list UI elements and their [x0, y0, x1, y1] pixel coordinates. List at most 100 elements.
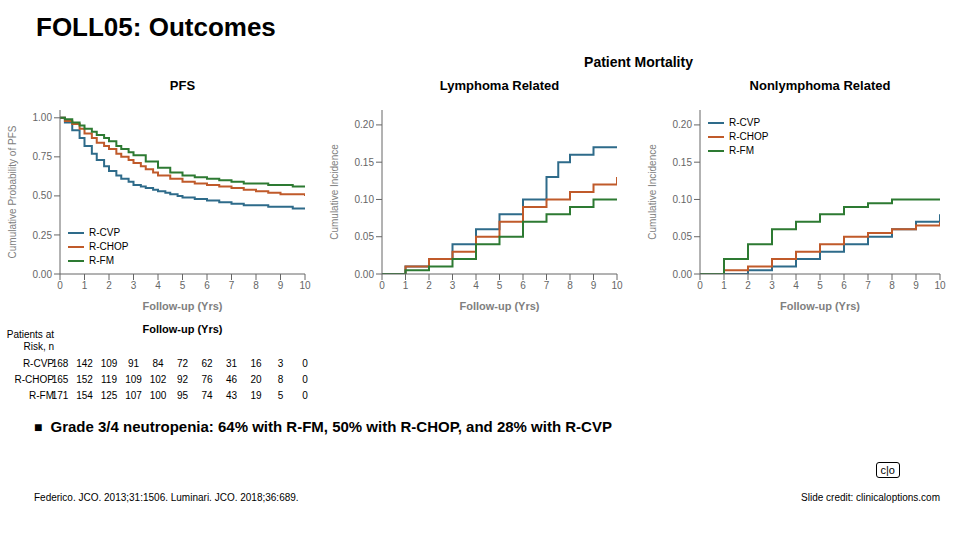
- svg-text:0.05: 0.05: [673, 231, 693, 242]
- svg-text:0: 0: [57, 280, 63, 291]
- svg-text:0.10: 0.10: [355, 194, 375, 205]
- html-text:95: 95: [176, 390, 189, 401]
- html-text:R-CHOP: R-CHOP: [14, 374, 54, 385]
- html-text:R-CVP: R-CVP: [22, 358, 54, 369]
- svg-text:4: 4: [155, 280, 161, 291]
- html-text:119: 119: [101, 374, 117, 385]
- html-text:Patients at: Patients at: [6, 329, 54, 340]
- svg-text:0.10: 0.10: [673, 194, 693, 205]
- svg-text:10: 10: [934, 280, 946, 291]
- svg-text:Cumulative Incidence: Cumulative Incidence: [647, 144, 658, 240]
- svg-text:10: 10: [299, 280, 311, 291]
- svg-text:9: 9: [278, 280, 284, 291]
- html-text:R-CHOP: R-CHOP: [89, 241, 129, 252]
- svg-text:8: 8: [253, 280, 259, 291]
- svg-text:8: 8: [567, 280, 573, 291]
- html-text:102: 102: [149, 374, 167, 385]
- html-text:84: 84: [152, 358, 164, 369]
- html-text:154: 154: [76, 390, 93, 401]
- html-text:43: 43: [225, 390, 238, 401]
- svg-text:0.75: 0.75: [33, 151, 53, 162]
- svg-text:Cumulative Incidence: Cumulative Incidence: [329, 144, 340, 240]
- html-text:91: 91: [127, 358, 140, 369]
- svg-text:6: 6: [204, 280, 210, 291]
- svg-text:1: 1: [82, 280, 88, 291]
- html-text:109: 109: [100, 358, 118, 369]
- html-text:62: 62: [201, 358, 213, 369]
- html-text:20: 20: [250, 374, 262, 385]
- html-text:R-CHOP: R-CHOP: [729, 131, 769, 142]
- svg-text:Follow-up (Yrs): Follow-up (Yrs): [459, 300, 539, 312]
- html-text:171: 171: [51, 390, 69, 401]
- html-text:100: 100: [149, 390, 167, 401]
- html-text:107: 107: [125, 390, 142, 401]
- svg-text:0.20: 0.20: [673, 119, 693, 130]
- svg-text:0.50: 0.50: [33, 190, 53, 201]
- html-text:31: 31: [225, 358, 238, 369]
- svg-text:1.00: 1.00: [33, 112, 53, 123]
- svg-text:0.15: 0.15: [355, 157, 375, 168]
- svg-text:5: 5: [180, 280, 186, 291]
- html-text:FOLL05: Outcomes: FOLL05: Outcomes: [36, 12, 276, 42]
- html-text:168: 168: [51, 358, 69, 369]
- svg-text:2: 2: [745, 280, 751, 291]
- html-text:R-CVP: R-CVP: [729, 117, 761, 128]
- svg-text:0.25: 0.25: [33, 230, 53, 241]
- svg-text:5: 5: [817, 280, 823, 291]
- svg-text:0.15: 0.15: [673, 157, 693, 168]
- html-text:Lymphoma Related: Lymphoma Related: [439, 78, 560, 93]
- html-text:72: 72: [176, 358, 189, 369]
- svg-text:9: 9: [913, 280, 919, 291]
- html-text:R-CVP: R-CVP: [89, 227, 121, 238]
- svg-text:3: 3: [131, 280, 137, 291]
- html-text:PFS: PFS: [169, 78, 196, 93]
- html-text:165: 165: [51, 374, 69, 385]
- svg-text:7: 7: [544, 280, 550, 291]
- html-text:125: 125: [100, 390, 118, 401]
- svg-text:6: 6: [841, 280, 847, 291]
- svg-text:6: 6: [520, 280, 526, 291]
- svg-text:Follow-up (Yrs): Follow-up (Yrs): [142, 300, 222, 312]
- html-text:76: 76: [201, 374, 213, 385]
- html-text:46: 46: [225, 374, 238, 385]
- svg-text:7: 7: [229, 280, 235, 291]
- svg-text:3: 3: [450, 280, 456, 291]
- html-text:Patient Mortality: Patient Mortality: [584, 54, 693, 70]
- html-text:16: 16: [250, 358, 262, 369]
- svg-text:3: 3: [769, 280, 775, 291]
- svg-text:0.20: 0.20: [355, 119, 375, 130]
- svg-text:4: 4: [793, 280, 799, 291]
- svg-text:1: 1: [721, 280, 727, 291]
- svg-text:8: 8: [889, 280, 895, 291]
- svg-text:7: 7: [865, 280, 871, 291]
- svg-text:4: 4: [473, 280, 479, 291]
- svg-text:2: 2: [426, 280, 432, 291]
- svg-text:0.00: 0.00: [673, 269, 693, 280]
- svg-text:2: 2: [106, 280, 112, 291]
- html-text:109: 109: [125, 374, 142, 385]
- html-text:92: 92: [176, 374, 189, 385]
- html-text:Nonlymphoma Related: Nonlymphoma Related: [749, 78, 891, 93]
- svg-text:0.00: 0.00: [33, 269, 53, 280]
- html-text:142: 142: [76, 358, 93, 369]
- html-text:c|o: c|o: [880, 464, 895, 476]
- svg-text:0.00: 0.00: [355, 269, 375, 280]
- svg-text:5: 5: [497, 280, 503, 291]
- html-text:R-FM: R-FM: [29, 390, 54, 401]
- html-text:74: 74: [201, 390, 213, 401]
- svg-text:0.05: 0.05: [355, 231, 375, 242]
- html-text:Risk, n: Risk, n: [23, 341, 54, 352]
- html-text:152: 152: [76, 374, 93, 385]
- svg-text:0: 0: [697, 280, 703, 291]
- svg-text:Cumulative Probability of PFS: Cumulative Probability of PFS: [8, 125, 18, 258]
- html-text:R-FM: R-FM: [729, 145, 754, 156]
- svg-text:9: 9: [591, 280, 597, 291]
- svg-text:10: 10: [611, 280, 623, 291]
- svg-text:1: 1: [403, 280, 409, 291]
- svg-text:Follow-up (Yrs): Follow-up (Yrs): [780, 300, 860, 312]
- html-text:Follow-up (Yrs): Follow-up (Yrs): [142, 323, 223, 335]
- svg-text:0: 0: [379, 280, 385, 291]
- html-text:R-FM: R-FM: [89, 255, 114, 266]
- html-text:19: 19: [250, 390, 262, 401]
- html-text:Grade 3/4 neutropenia: 64% wit: Grade 3/4 neutropenia: 64% with R-FM, 50…: [50, 418, 612, 435]
